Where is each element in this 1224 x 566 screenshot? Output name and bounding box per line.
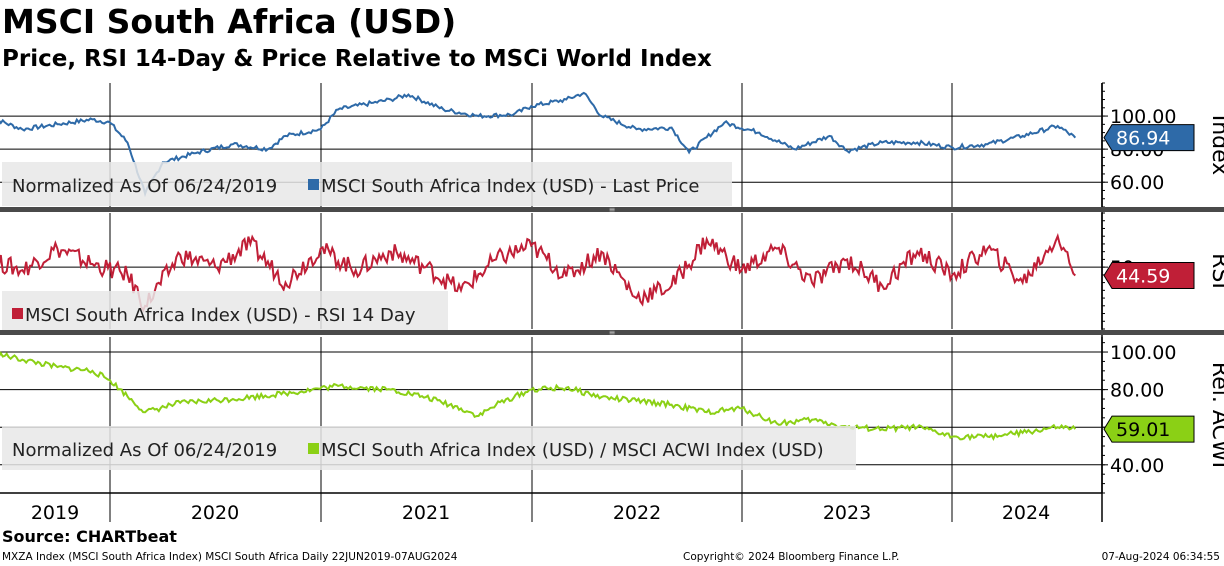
footer-copyright: Copyright© 2024 Bloomberg Finance L.P. <box>683 551 900 563</box>
y-tick-label: 80.00 <box>1110 380 1164 402</box>
x-tick-label: 2022 <box>613 502 661 524</box>
legend-label: MSCI South Africa Index (USD) - Last Pri… <box>321 176 700 197</box>
axis-title: RSI <box>1207 253 1224 289</box>
x-tick-label: 2020 <box>191 502 239 524</box>
legend-label: MSCI South Africa Index (USD) / MSCI ACW… <box>321 440 824 461</box>
panel-divider <box>0 330 1224 335</box>
chart-subtitle: Price, RSI 14-Day & Price Relative to MS… <box>2 46 712 72</box>
last-value-label: 59.01 <box>1116 419 1170 441</box>
panel-divider <box>0 207 1224 212</box>
last-value-tag <box>1103 262 1195 290</box>
x-tick-label: 2021 <box>402 502 450 524</box>
y-tick-label: 100.00 <box>1110 342 1176 364</box>
footer-timestamp: 07-Aug-2024 06:34:55 <box>1101 551 1220 563</box>
x-axis: 2019 2020 2021 2022 2023 2024 <box>0 83 1103 524</box>
legend-box <box>2 162 732 206</box>
series-line <box>0 233 1076 313</box>
axis-title: Rel. ACWI <box>1207 362 1224 468</box>
footer-security-info: MXZA Index (MSCI South Africa Index) MSC… <box>2 551 458 563</box>
legend-prefix: Normalized As Of 06/24/2019 <box>12 440 277 461</box>
legend-swatch <box>12 308 23 319</box>
divider-grip-icon: ≡ <box>609 205 616 214</box>
x-tick-label: 2019 <box>31 502 79 524</box>
x-tick-label: 2024 <box>1002 502 1050 524</box>
y-tick-label: 40.00 <box>1110 455 1164 477</box>
source-note: Source: CHARTbeat <box>2 527 177 546</box>
x-tick-label: 2023 <box>823 502 871 524</box>
legend-box <box>2 426 856 470</box>
series-line <box>0 351 1077 442</box>
last-value-label: 86.94 <box>1116 128 1170 150</box>
rsi-panel: 50MSCI South Africa Index (USD) - RSI 14… <box>0 212 1224 335</box>
legend-swatch <box>308 179 319 190</box>
last-value-tag <box>1103 124 1195 152</box>
legend-swatch <box>308 443 319 454</box>
legend-box <box>2 291 448 335</box>
series-line <box>0 91 1077 198</box>
axis-title: Index <box>1207 115 1224 176</box>
last-value-tag <box>1103 415 1195 443</box>
chart-frame: ≡≡ <box>0 205 1224 337</box>
last-value-label: 44.59 <box>1116 266 1170 288</box>
legend-label: MSCI South Africa Index (USD) - RSI 14 D… <box>25 305 416 326</box>
y-tick-label: 60.00 <box>1110 172 1164 194</box>
chart-title: MSCI South Africa (USD) <box>2 2 457 41</box>
legend-prefix: Normalized As Of 06/24/2019 <box>12 176 277 197</box>
divider-grip-icon: ≡ <box>609 328 616 337</box>
y-tick-label: 100.00 <box>1110 106 1176 128</box>
